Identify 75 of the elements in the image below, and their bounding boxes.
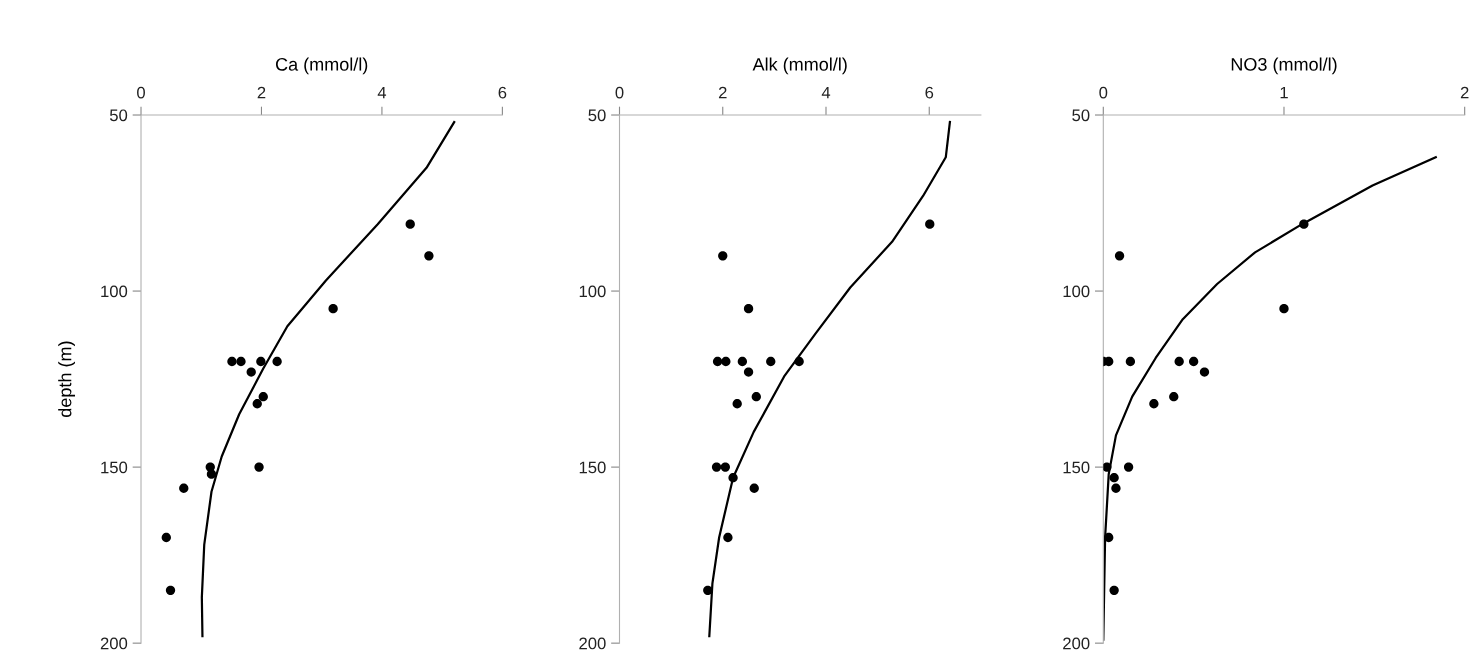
point (1104, 532, 1114, 543)
point (794, 356, 804, 367)
y-tick-label: 50 (109, 109, 128, 122)
point (737, 356, 748, 367)
y-tick-label: 150 (1063, 461, 1090, 474)
point (1149, 399, 1159, 409)
point (405, 219, 415, 229)
point (718, 251, 728, 261)
point (743, 367, 754, 377)
x-tick-label: 4 (821, 86, 831, 99)
point (723, 532, 733, 543)
point (161, 532, 171, 543)
point (1103, 462, 1112, 472)
point (206, 469, 217, 479)
point (711, 462, 722, 472)
y-tick-label: 50 (1072, 109, 1090, 122)
point (728, 473, 738, 483)
point (1111, 483, 1121, 493)
point (165, 585, 176, 595)
point (424, 251, 434, 261)
x-tick-label: 0 (1099, 86, 1108, 99)
point (766, 356, 776, 367)
chart-title: Alk (mmol/l) (752, 57, 847, 75)
x-tick-label: 4 (377, 86, 387, 99)
x-tick-label: 0 (137, 86, 145, 99)
point (1109, 585, 1119, 595)
point (272, 356, 282, 367)
y-tick-label: 100 (1063, 285, 1090, 298)
x-tick-label: 6 (498, 86, 507, 99)
x-tick-label: 2 (257, 86, 266, 99)
point (732, 399, 742, 409)
y-tick-label: 200 (100, 637, 128, 650)
point (1114, 251, 1125, 261)
point (720, 462, 730, 472)
chart-title: NO3 (mmol/l) (1231, 57, 1337, 75)
y-tick-label: 100 (101, 285, 128, 298)
point (743, 304, 754, 314)
chart-title: Ca (mmol/l) (275, 57, 368, 75)
point (1279, 304, 1289, 314)
point (721, 356, 731, 367)
point (1123, 462, 1134, 472)
point (256, 356, 266, 367)
point (258, 392, 268, 402)
y-tick-label: 200 (579, 637, 606, 650)
y-tick-label: 100 (579, 285, 606, 298)
x-tick-label: 2 (1460, 86, 1469, 99)
point (254, 462, 264, 472)
point (236, 356, 246, 367)
y-tick-label: 200 (1063, 637, 1090, 650)
point (1188, 356, 1199, 367)
x-tick-label: 1 (1280, 86, 1288, 99)
point (1299, 219, 1309, 229)
point (1199, 367, 1210, 377)
point (246, 367, 256, 377)
y-tick-label: 150 (579, 461, 606, 474)
point (179, 483, 189, 493)
point (1125, 356, 1136, 367)
point (227, 356, 237, 367)
x-tick-label: 0 (615, 86, 624, 99)
y-tick-label: 150 (101, 461, 128, 474)
x-tick-label: 6 (925, 86, 934, 99)
point (1109, 473, 1119, 483)
point (703, 585, 713, 595)
point (749, 483, 759, 493)
point (1169, 392, 1179, 402)
point (1174, 356, 1184, 367)
point (252, 399, 262, 409)
point (712, 356, 723, 367)
point (751, 392, 761, 402)
point (328, 304, 338, 314)
point (925, 219, 935, 229)
line-series (200, 120, 456, 638)
y-tick-label: 50 (588, 109, 606, 122)
y-axis-title: depth (m) (58, 341, 76, 417)
x-tick-label: 2 (718, 86, 727, 99)
